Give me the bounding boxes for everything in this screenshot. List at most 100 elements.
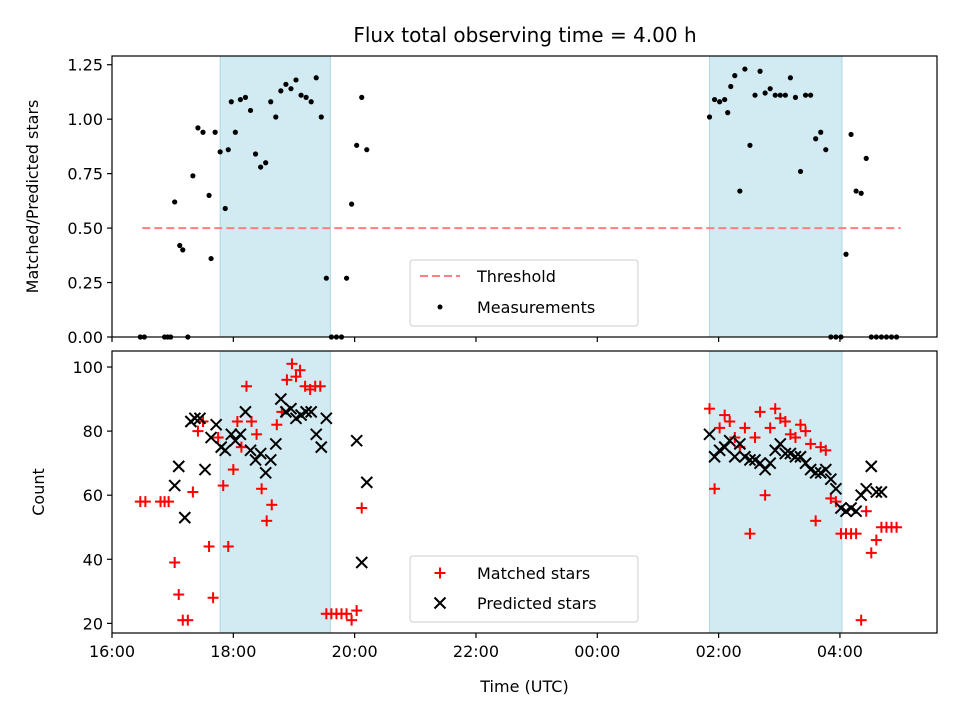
- predicted-point: [860, 482, 873, 496]
- matched-point: [163, 496, 175, 508]
- measurement-point: [359, 94, 365, 100]
- measurement-point: [858, 190, 864, 196]
- predicted-point: [789, 450, 802, 463]
- measurement-point: [242, 94, 249, 100]
- predicted-point: [172, 460, 185, 473]
- measurement-point: [757, 68, 763, 74]
- predicted-point: [254, 447, 267, 460]
- measurement-point: [787, 75, 794, 81]
- matched-point: [704, 403, 716, 415]
- matched-point: [203, 540, 215, 552]
- x-axis-label: Time (UTC): [479, 677, 568, 696]
- measurement-point: [772, 92, 778, 98]
- matched-point: [173, 589, 185, 601]
- shaded-interval: [709, 55, 843, 338]
- matched-point: [281, 374, 293, 386]
- measurement-point: [747, 142, 753, 148]
- y-tick-label: 0.75: [67, 165, 103, 184]
- measurement-point: [732, 73, 738, 79]
- measurement-point: [237, 96, 244, 103]
- top-x-ticks: [111, 337, 841, 342]
- measurements-legend-marker: [437, 304, 443, 310]
- shaded-interval: [709, 350, 843, 634]
- matched-point: [222, 540, 234, 552]
- predicted-point: [274, 392, 288, 406]
- x-tick-label: 16:00: [89, 642, 135, 661]
- matched-point: [830, 496, 842, 508]
- measurement-point: [222, 205, 228, 212]
- matched-point: [860, 505, 872, 517]
- x-tick-label: 00:00: [574, 642, 620, 661]
- predicted-point: [315, 440, 328, 454]
- measurement-point: [863, 155, 869, 161]
- measurement-point: [848, 131, 854, 138]
- predicted-point: [234, 428, 247, 441]
- measurement-point: [263, 160, 269, 166]
- predicted-point: [350, 434, 363, 447]
- y-tick-label: 100: [72, 358, 103, 377]
- matched-point: [341, 608, 353, 620]
- matched-point: [865, 547, 877, 559]
- measurement-point: [283, 81, 289, 87]
- predicted-point: [193, 412, 207, 425]
- matched-point: [729, 432, 741, 444]
- predicted-point: [259, 466, 272, 479]
- measurement-point: [808, 92, 814, 98]
- predicted-point: [733, 437, 747, 451]
- predicted-point: [824, 472, 838, 486]
- measurement-point: [258, 164, 264, 170]
- measurement-point: [172, 199, 178, 205]
- matched-point: [217, 480, 229, 492]
- predicted-point: [875, 485, 888, 499]
- measurement-point: [180, 247, 186, 253]
- matched-point: [719, 409, 731, 421]
- predicted-point: [743, 453, 757, 467]
- predicted-point: [779, 447, 792, 460]
- measurement-point: [318, 114, 324, 120]
- measurement-point: [853, 188, 859, 194]
- matched-point: [789, 432, 801, 444]
- predicted-point: [284, 402, 298, 415]
- bottom-y-ticks: 20 40 60 80 100: [72, 358, 112, 633]
- measurement-point: [177, 242, 183, 249]
- chart-title: Flux total observing time = 4.00 h: [353, 23, 696, 47]
- y-tick-label: 40: [83, 550, 103, 569]
- measurement-point: [797, 168, 804, 175]
- measurement-point: [208, 255, 214, 262]
- y-tick-label: 20: [83, 614, 103, 633]
- predicted-point: [819, 463, 832, 476]
- predicted-point: [849, 505, 863, 518]
- x-tick-label: 02:00: [696, 642, 742, 661]
- y-tick-label: 0.00: [67, 328, 103, 347]
- matched-point: [240, 380, 252, 392]
- predicted-point: [299, 405, 313, 419]
- matched-point: [709, 483, 721, 495]
- measurement-point: [364, 147, 370, 153]
- measurement-point: [725, 110, 731, 116]
- bottom-legend-box: [409, 555, 639, 623]
- matched-point: [182, 614, 194, 626]
- matched-point: [800, 425, 812, 437]
- measurement-point: [303, 94, 309, 100]
- predicted-stars-series: [168, 392, 888, 569]
- top-legend: Threshold Measurements: [409, 259, 639, 327]
- shaded-interval: [219, 350, 331, 634]
- measurement-point: [217, 149, 223, 155]
- measurement-point: [343, 275, 350, 281]
- predicted-point: [728, 450, 742, 463]
- matched-point: [227, 464, 239, 476]
- matched-point: [855, 614, 867, 626]
- x-tick-label: 22:00: [453, 642, 499, 661]
- measurement-point: [247, 107, 254, 114]
- top-panel: 0.00 0.25 0.50 0.75 1.00 1.25 Matched/Predict…: [23, 55, 938, 347]
- predicted-point: [269, 437, 282, 451]
- legend-measurements-label: Measurements: [477, 298, 595, 317]
- y-tick-label: 0.25: [67, 274, 103, 293]
- predicted-point: [209, 418, 223, 431]
- matched-point: [779, 416, 791, 427]
- x-tick-label: 04:00: [817, 642, 863, 661]
- measurement-point: [308, 99, 314, 105]
- bottom-x-ticks: 16:00 18:00 20:00 22:00 00:00 02:00 04:00: [89, 633, 863, 661]
- predicted-point: [219, 444, 232, 457]
- matched-point: [769, 403, 781, 415]
